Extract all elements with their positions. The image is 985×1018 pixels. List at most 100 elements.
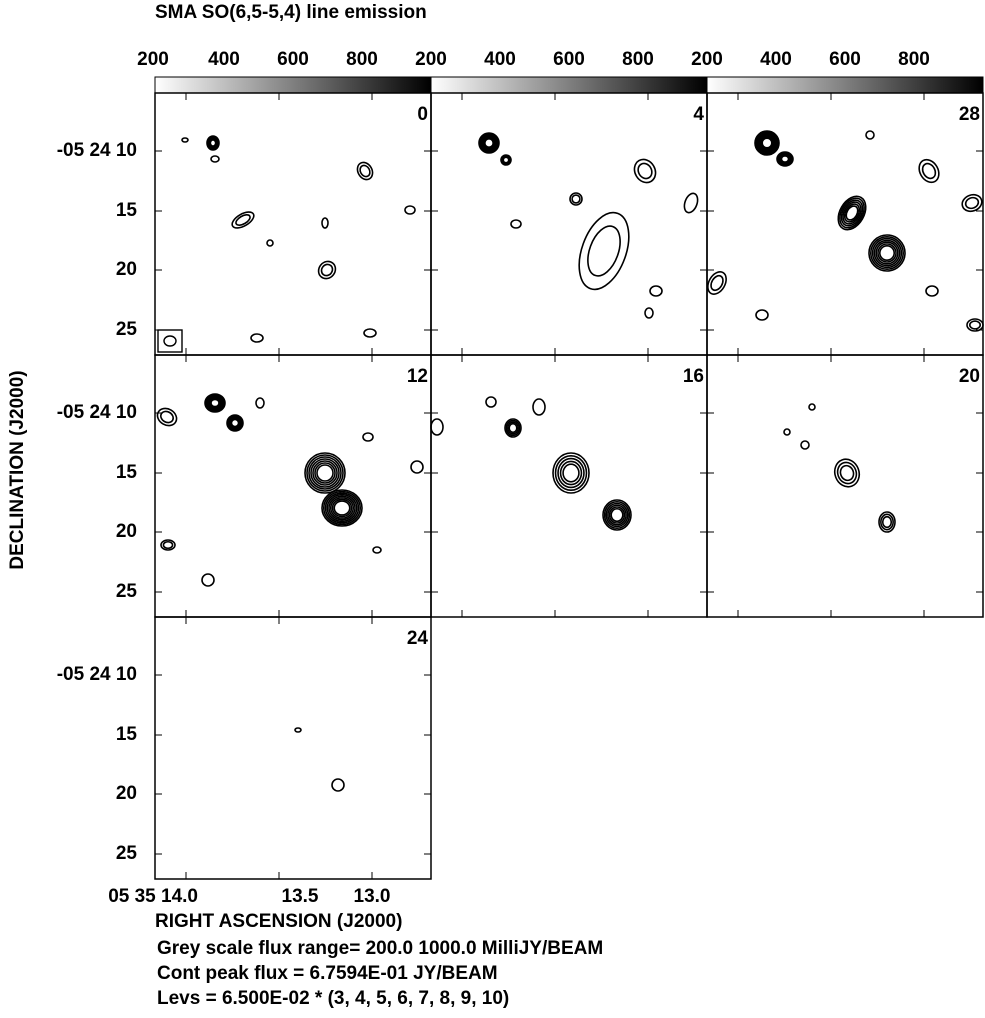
y-tick-label: 15 — [116, 200, 138, 221]
panel-label: 16 — [683, 366, 704, 387]
channel-panel: 20 — [706, 354, 984, 618]
contour — [961, 193, 983, 213]
contour — [308, 456, 342, 490]
contour — [532, 398, 546, 416]
contour — [868, 234, 906, 272]
panel-frame — [430, 354, 708, 618]
colorbar-label: 800 — [346, 49, 378, 70]
panel-label: 20 — [959, 366, 980, 387]
note: Levs = 6.500E-02 * (3, 4, 5, 6, 7, 8, 9,… — [157, 988, 509, 1009]
contour — [320, 263, 334, 277]
contour — [777, 152, 793, 166]
channel-panel: 0 — [154, 92, 432, 356]
contour — [156, 407, 178, 427]
contour — [870, 236, 905, 271]
contour — [181, 137, 189, 143]
colorbar-label: 200 — [137, 49, 169, 70]
panel-frame — [706, 354, 984, 618]
panel-label: 28 — [959, 104, 980, 125]
contour — [208, 138, 218, 148]
contour — [324, 492, 360, 524]
contour — [644, 307, 654, 319]
channel-panel: 12 — [154, 354, 432, 618]
contour — [633, 158, 657, 184]
contour — [607, 504, 627, 526]
contour — [756, 132, 778, 154]
contour — [326, 493, 358, 523]
y-tick-label: 20 — [116, 783, 137, 804]
contour — [842, 201, 862, 225]
contour — [485, 396, 497, 408]
colorbar-label: 800 — [622, 49, 654, 70]
contour — [873, 239, 901, 267]
contour — [758, 134, 775, 151]
y-tick-label: 25 — [116, 581, 138, 602]
channel-panel: 24 — [154, 616, 432, 880]
y-tick-label: 20 — [116, 521, 137, 542]
contour — [484, 138, 494, 148]
contour — [227, 415, 243, 431]
contour — [312, 460, 338, 486]
y-tick-label: 15 — [116, 724, 138, 745]
contour — [310, 458, 340, 488]
contour — [294, 727, 302, 733]
note: Grey scale flux range= 200.0 1000.0 Mill… — [157, 938, 603, 959]
contour — [833, 458, 861, 488]
y-tick-label: 15 — [116, 462, 138, 483]
contour — [505, 419, 521, 437]
contour — [206, 135, 220, 151]
contour — [649, 285, 663, 297]
y-tick-label: 25 — [116, 843, 138, 864]
contour — [226, 414, 244, 432]
contour — [502, 156, 510, 164]
contour — [159, 410, 175, 424]
contour — [754, 130, 780, 156]
contour — [865, 130, 875, 140]
contour — [356, 161, 374, 181]
beam-box — [157, 329, 183, 353]
contour — [331, 778, 345, 792]
contour — [210, 155, 220, 163]
contour — [304, 452, 346, 494]
contour — [209, 397, 221, 409]
panel-label: 0 — [417, 104, 428, 125]
contour — [562, 463, 580, 483]
colorbar-label: 400 — [208, 49, 240, 70]
colorbar-label: 400 — [760, 49, 792, 70]
contour — [363, 328, 377, 338]
y-tick-label: 20 — [116, 259, 137, 280]
y-tick-label: -05 24 10 — [57, 140, 137, 161]
contour — [779, 154, 791, 164]
contour — [314, 462, 336, 484]
contour — [840, 199, 864, 227]
x-tick-label: 13.5 — [282, 886, 319, 907]
contour — [602, 499, 632, 531]
contour — [964, 196, 980, 210]
colorbar-segment — [430, 76, 708, 94]
contour — [500, 154, 512, 166]
contour — [372, 546, 382, 554]
contour — [255, 397, 265, 409]
contour — [877, 243, 897, 263]
contour — [881, 515, 893, 529]
x-tick-label: 05 35 14.0 — [108, 886, 198, 907]
contour — [637, 162, 653, 180]
y-tick-label: -05 24 10 — [57, 402, 137, 423]
colorbar-label: 400 — [484, 49, 516, 70]
contour — [316, 464, 334, 482]
contour — [880, 513, 894, 531]
contour — [362, 432, 374, 442]
contour — [610, 507, 624, 523]
contour — [266, 239, 274, 247]
contour — [504, 418, 522, 438]
contour — [250, 333, 264, 343]
contour — [552, 452, 590, 494]
contour — [331, 498, 353, 518]
contour — [430, 418, 444, 436]
panel-frame — [154, 354, 432, 618]
contour — [755, 131, 779, 155]
contour — [757, 133, 777, 153]
contour — [761, 137, 773, 149]
